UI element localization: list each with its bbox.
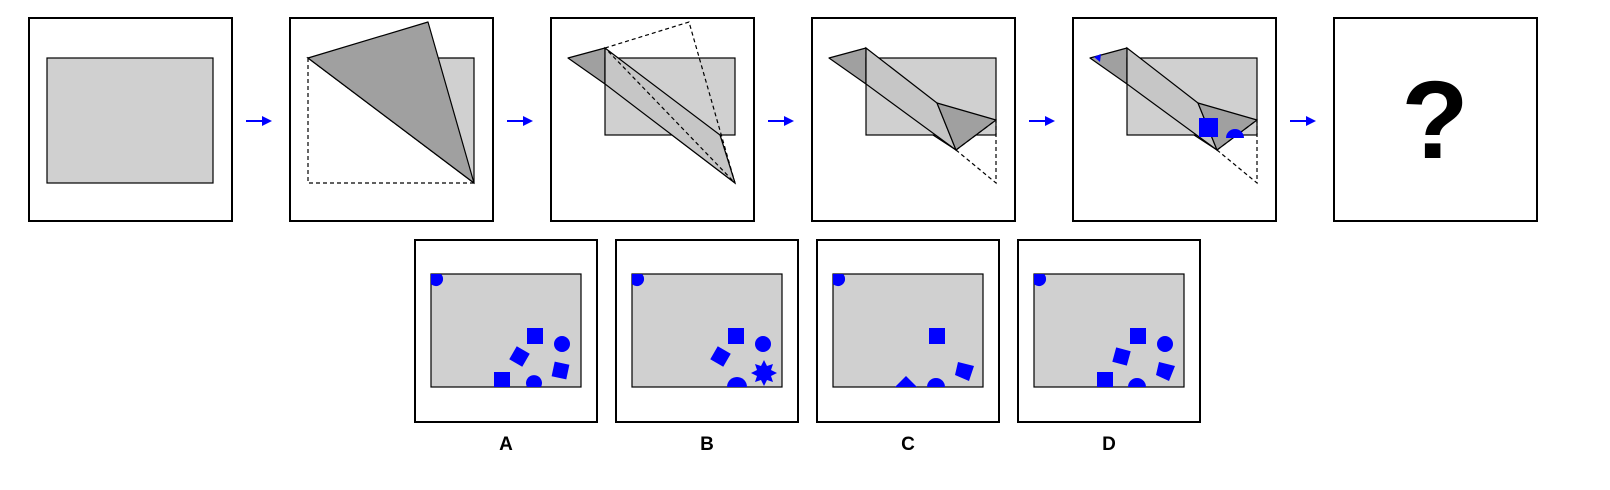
option-c-hole-diamond [895, 376, 917, 387]
option-a-hole-square [527, 328, 543, 344]
step-3-panel [550, 17, 755, 222]
step-2-panel [289, 17, 494, 222]
option-c[interactable]: C [816, 239, 1000, 455]
step-5-hole-square [1199, 118, 1218, 137]
option-b-hole-corner [632, 274, 645, 287]
option-c-hole-square [929, 328, 945, 344]
option-d-hole-circle [1157, 336, 1173, 352]
option-a-hole-semicircle [526, 375, 542, 387]
option-d-hole-corner [1034, 274, 1047, 287]
option-d-hole-square [1130, 328, 1146, 344]
step-5-panel [1072, 17, 1277, 222]
question-mark: ? [1401, 59, 1468, 182]
option-d-label[interactable]: D [1102, 434, 1116, 455]
option-c-hole-square-tilted [955, 362, 974, 381]
step-1-paper [46, 57, 214, 184]
question-frame [1333, 17, 1538, 222]
arrow-4 [1029, 116, 1055, 126]
option-b-hole-square [728, 328, 744, 344]
option-b[interactable]: B [615, 239, 799, 455]
option-a-hole-square-tilted [551, 361, 570, 380]
step-5-hole-corner [1094, 54, 1101, 62]
step-4-fold-outline [955, 118, 997, 185]
arrow-3 [768, 116, 794, 126]
option-c-label[interactable]: C [901, 434, 915, 455]
step-2-flap [307, 21, 475, 184]
option-d-hole-square-right [1156, 362, 1175, 381]
option-d[interactable]: D [1017, 239, 1201, 455]
arrow-2 [507, 116, 533, 126]
arrow-5 [1290, 116, 1316, 126]
option-a-hole-corner [431, 274, 444, 287]
option-b-hole-star [751, 360, 777, 386]
step-1-panel [28, 17, 233, 222]
option-d-hole-semicircle [1128, 378, 1146, 387]
step-4-panel [811, 17, 1016, 222]
option-c-hole-semicircle [927, 378, 945, 387]
option-b-hole-semicircle [727, 377, 747, 387]
option-d-hole-square-tilted [1112, 347, 1131, 366]
option-b-label[interactable]: B [700, 434, 714, 455]
question-panel: ? [1333, 17, 1538, 222]
option-a-hole-diamond [509, 346, 530, 367]
option-a[interactable]: A [414, 239, 598, 455]
option-b-hole-diamond [710, 346, 731, 367]
option-d-hole-square-bottom [1097, 372, 1113, 387]
option-a-hole-circle [554, 336, 570, 352]
option-a-hole-square-bottom [494, 372, 510, 387]
option-b-hole-circle [755, 336, 771, 352]
option-c-hole-corner [833, 274, 846, 287]
arrow-1 [246, 116, 272, 126]
step-3-fold-outline [603, 21, 736, 184]
step-5-hole-circle [1226, 129, 1244, 138]
option-a-label[interactable]: A [499, 434, 513, 455]
